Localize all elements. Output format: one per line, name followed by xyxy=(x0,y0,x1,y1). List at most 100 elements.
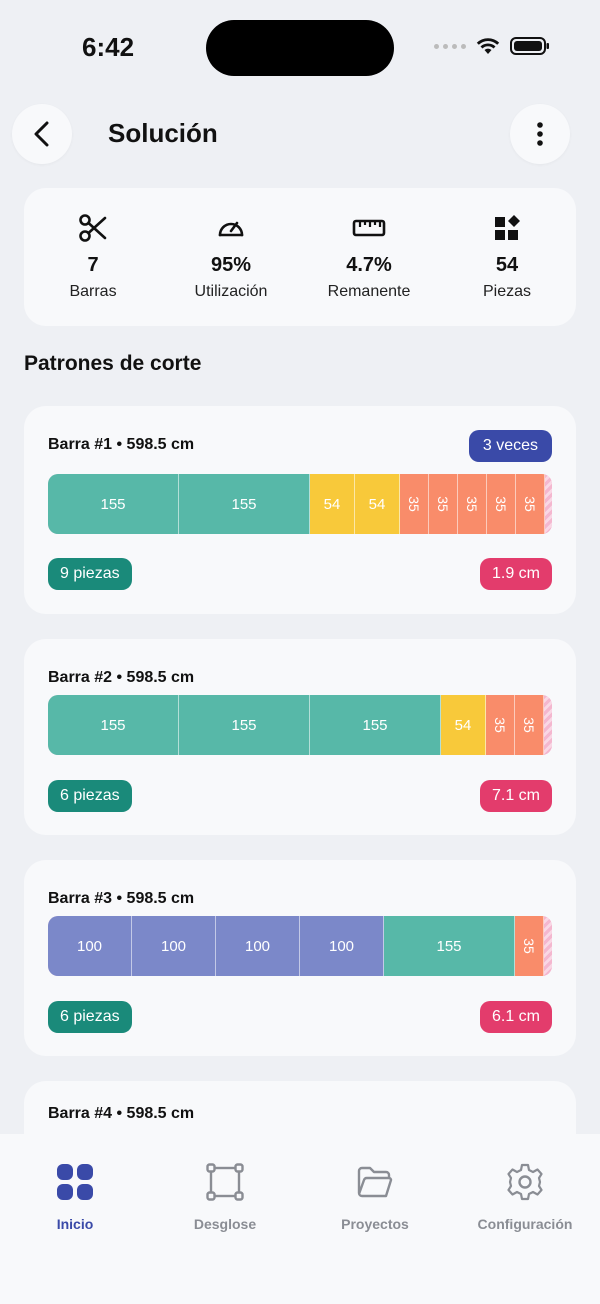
piece-length-label: 155 xyxy=(231,495,257,513)
remnant-segment xyxy=(545,474,552,534)
bar-title: Barra #1 • 598.5 cm xyxy=(48,436,195,453)
piece-length-label: 155 xyxy=(436,937,462,955)
ruler-icon xyxy=(352,219,386,237)
bar-card-1[interactable]: Barra #1 • 598.5 cm 3 veces 155 155 54 54 35… xyxy=(24,406,576,614)
piece-segment: 54 xyxy=(355,474,400,534)
section-title: Patrones de corte xyxy=(24,352,202,375)
piece-segment: 35 xyxy=(458,474,487,534)
piece-length-label: 35 xyxy=(463,496,480,512)
piece-length-label: 35 xyxy=(520,717,537,733)
more-options-button[interactable] xyxy=(510,104,570,164)
frame-icon xyxy=(206,1163,244,1201)
piece-segment: 35 xyxy=(515,916,544,976)
summary-stats-card: 7 Barras 95% Utilización 4.7% Remanente xyxy=(24,188,576,326)
nav-item-desglose[interactable]: Desglose xyxy=(150,1134,300,1304)
shapes-icon xyxy=(495,215,520,240)
piece-length-label: 155 xyxy=(100,495,126,513)
piece-segment: 100 xyxy=(300,916,384,976)
gauge-icon xyxy=(218,221,244,237)
pieces-badge: 9 piezas xyxy=(48,558,132,590)
piece-length-label: 100 xyxy=(160,937,187,955)
status-icons xyxy=(434,36,550,56)
nav-label: Inicio xyxy=(56,1216,94,1232)
piece-segment: 54 xyxy=(310,474,355,534)
nav-item-proyectos[interactable]: Proyectos xyxy=(300,1134,450,1304)
bar-title: Barra #2 • 598.5 cm xyxy=(48,669,195,686)
piece-length-label: 35 xyxy=(434,496,451,512)
battery-icon xyxy=(510,37,549,55)
stat-label: Piezas xyxy=(482,283,532,300)
top-header: Solución xyxy=(0,104,600,168)
folder-icon xyxy=(357,1166,393,1198)
stat-value: 7 xyxy=(87,254,99,276)
piece-length-label: 35 xyxy=(492,496,509,512)
nav-item-inicio[interactable]: Inicio xyxy=(0,1134,150,1304)
bar-card-2[interactable]: Barra #2 • 598.5 cm 155 155 155 54 35 35 6 pi… xyxy=(24,639,576,835)
piece-segment: 155 xyxy=(384,916,515,976)
remnant-badge: 6.1 cm xyxy=(479,1001,552,1033)
stat-value: 4.7% xyxy=(346,254,392,276)
dynamic-island xyxy=(206,20,394,76)
chevron-left-icon xyxy=(34,121,49,147)
nav-label: Configuración xyxy=(477,1216,573,1232)
stat-pieces: 54 Piezas xyxy=(442,212,572,326)
piece-segment: 100 xyxy=(132,916,216,976)
more-vertical-icon xyxy=(537,122,543,146)
piece-length-label: 155 xyxy=(231,716,257,734)
bottom-navigation: Inicio Desglose Proyectos xyxy=(0,1134,600,1304)
nav-item-configuracion[interactable]: Configuración xyxy=(450,1134,600,1304)
stat-label: Remanente xyxy=(327,283,411,300)
piece-segment: 35 xyxy=(429,474,458,534)
remnant-badge: 1.9 cm xyxy=(479,558,552,590)
piece-segment: 100 xyxy=(216,916,300,976)
stat-bars: 7 Barras xyxy=(28,212,158,326)
cut-pattern-bar: 155 155 155 54 35 35 xyxy=(48,695,552,755)
piece-segment: 35 xyxy=(400,474,429,534)
cut-pattern-bar: 100 100 100 100 155 35 xyxy=(48,916,552,976)
repeat-badge: 3 veces xyxy=(468,430,552,462)
stat-remnant: 4.7% Remanente xyxy=(304,212,434,326)
stat-value: 54 xyxy=(495,254,519,276)
piece-length-label: 155 xyxy=(362,716,388,734)
piece-length-label: 100 xyxy=(328,937,355,955)
bar-title: Barra #3 • 598.5 cm xyxy=(48,890,195,907)
signal-dots-icon xyxy=(434,43,466,49)
piece-length-label: 54 xyxy=(323,495,341,513)
pieces-badge: 6 piezas xyxy=(48,1001,132,1033)
piece-segment: 35 xyxy=(487,474,516,534)
piece-segment: 155 xyxy=(48,695,179,755)
piece-segment: 155 xyxy=(179,695,310,755)
page-title: Solución xyxy=(108,118,218,148)
back-button[interactable] xyxy=(12,104,72,164)
piece-length-label: 35 xyxy=(491,717,508,733)
remnant-segment xyxy=(544,916,552,976)
piece-segment: 155 xyxy=(310,695,441,755)
piece-length-label: 35 xyxy=(521,496,538,512)
piece-length-label: 35 xyxy=(405,496,422,512)
bar-title: Barra #4 • 598.5 cm xyxy=(48,1105,195,1122)
nav-label: Desglose xyxy=(193,1216,257,1232)
stat-utilization: 95% Utilización xyxy=(166,212,296,326)
piece-length-label: 100 xyxy=(244,937,271,955)
piece-length-label: 54 xyxy=(368,495,386,513)
remnant-segment xyxy=(544,695,552,755)
bar-card-3[interactable]: Barra #3 • 598.5 cm 100 100 100 100 155 35 6 … xyxy=(24,860,576,1056)
piece-length-label: 35 xyxy=(520,938,537,954)
piece-segment: 155 xyxy=(48,474,179,534)
scissors-icon xyxy=(79,214,107,242)
piece-segment: 100 xyxy=(48,916,132,976)
status-bar: 6:42 xyxy=(0,0,600,96)
grid-icon xyxy=(57,1164,93,1200)
status-time: 6:42 xyxy=(82,32,135,62)
gear-icon xyxy=(507,1163,543,1201)
stat-label: Barras xyxy=(69,283,117,300)
nav-label: Proyectos xyxy=(341,1216,409,1232)
piece-segment: 35 xyxy=(516,474,545,534)
piece-segment: 155 xyxy=(179,474,310,534)
piece-segment: 35 xyxy=(515,695,544,755)
piece-length-label: 100 xyxy=(76,937,103,955)
remnant-badge: 7.1 cm xyxy=(479,780,552,812)
piece-length-label: 155 xyxy=(100,716,126,734)
stat-value: 95% xyxy=(210,254,252,276)
stat-label: Utilización xyxy=(194,283,268,300)
